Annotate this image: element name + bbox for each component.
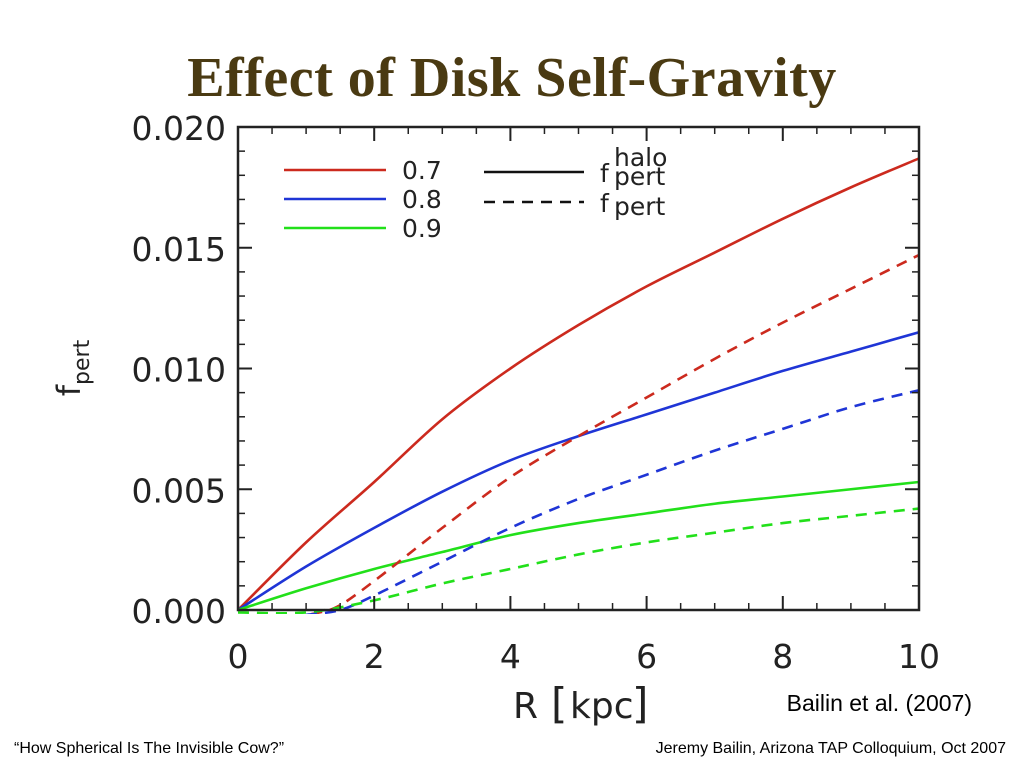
y-tick-label: 0.000 (132, 592, 226, 631)
footer-title: “How Spherical Is The Invisible Cow?” (14, 740, 285, 757)
tick-layer: 0 2 4 6 8 10 0.000 0.005 0.010 0.015 0.020 (132, 109, 940, 676)
x-axis-bracket-close: ] (632, 679, 648, 728)
x-tick-label: 6 (636, 637, 657, 676)
x-axis-bracket-open: [ (551, 679, 567, 728)
series-layer (238, 157, 919, 614)
series-line-0.9-solid (238, 480, 919, 612)
legend-style-label-dashed: f (600, 189, 610, 218)
series-line-0.7-dashed (304, 253, 919, 614)
series-line-0.7-solid (238, 157, 919, 611)
x-tick-label: 10 (898, 637, 940, 676)
footer-author: Jeremy Bailin, Arizona TAP Colloquium, O… (655, 740, 1006, 757)
y-axis-label-sub: pert (70, 339, 95, 385)
x-tick-label: 2 (364, 637, 385, 676)
y-tick-label: 0.015 (132, 230, 226, 269)
y-axis-label-base: f (50, 384, 88, 396)
series-line-0.8-solid (238, 331, 919, 612)
slide-title: Effect of Disk Self-Gravity (187, 47, 837, 109)
svg-text:fpert: fpert (50, 339, 95, 396)
y-tick-label: 0.005 (132, 471, 226, 510)
legend-style-sub-solid: pert (614, 162, 666, 191)
series-line-0.9-dashed (238, 507, 919, 614)
y-tick-label: 0.020 (132, 109, 226, 148)
x-tick-label: 0 (228, 637, 249, 676)
series-line-0.8-dashed (305, 388, 919, 614)
legend-label-0.8: 0.8 (402, 185, 442, 214)
legend-style-sup-solid: halo (614, 143, 667, 172)
y-axis-label: fpert (50, 339, 95, 396)
x-axis-unit: kpc (570, 686, 634, 727)
x-tick-label: 4 (500, 637, 521, 676)
citation: Bailin et al. (2007) (786, 690, 972, 716)
legend-label-0.7: 0.7 (402, 156, 442, 185)
y-tick-label: 0.010 (132, 351, 226, 390)
legend-style-label-solid: f (600, 159, 610, 188)
x-axis-label: R (513, 686, 538, 727)
x-tick-label: 8 (772, 637, 793, 676)
legend-label-0.9: 0.9 (402, 214, 442, 243)
legend-style-sub-dashed: pert (614, 192, 666, 221)
